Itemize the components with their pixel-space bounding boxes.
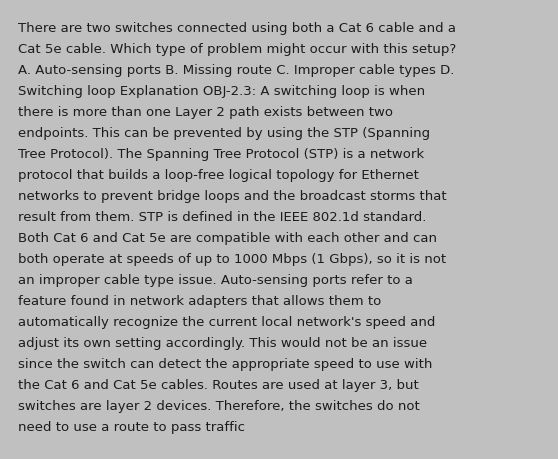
Text: A. Auto-sensing ports B. Missing route C. Improper cable types D.: A. Auto-sensing ports B. Missing route C… — [18, 64, 454, 77]
Text: switches are layer 2 devices. Therefore, the switches do not: switches are layer 2 devices. Therefore,… — [18, 399, 420, 412]
Text: There are two switches connected using both a Cat 6 cable and a: There are two switches connected using b… — [18, 22, 456, 35]
Text: Tree Protocol). The Spanning Tree Protocol (STP) is a network: Tree Protocol). The Spanning Tree Protoc… — [18, 148, 424, 161]
Text: adjust its own setting accordingly. This would not be an issue: adjust its own setting accordingly. This… — [18, 336, 427, 349]
Text: Switching loop Explanation OBJ-2.3: A switching loop is when: Switching loop Explanation OBJ-2.3: A sw… — [18, 85, 425, 98]
Text: networks to prevent bridge loops and the broadcast storms that: networks to prevent bridge loops and the… — [18, 190, 446, 202]
Text: the Cat 6 and Cat 5e cables. Routes are used at layer 3, but: the Cat 6 and Cat 5e cables. Routes are … — [18, 378, 418, 391]
Text: Both Cat 6 and Cat 5e are compatible with each other and can: Both Cat 6 and Cat 5e are compatible wit… — [18, 231, 437, 245]
Text: result from them. STP is defined in the IEEE 802.1d standard.: result from them. STP is defined in the … — [18, 211, 426, 224]
Text: Cat 5e cable. Which type of problem might occur with this setup?: Cat 5e cable. Which type of problem migh… — [18, 43, 456, 56]
Text: protocol that builds a loop-free logical topology for Ethernet: protocol that builds a loop-free logical… — [18, 168, 419, 182]
Text: there is more than one Layer 2 path exists between two: there is more than one Layer 2 path exis… — [18, 106, 393, 119]
Text: feature found in network adapters that allows them to: feature found in network adapters that a… — [18, 294, 381, 308]
Text: automatically recognize the current local network's speed and: automatically recognize the current loca… — [18, 315, 435, 328]
Text: endpoints. This can be prevented by using the STP (Spanning: endpoints. This can be prevented by usin… — [18, 127, 430, 140]
Text: since the switch can detect the appropriate speed to use with: since the switch can detect the appropri… — [18, 357, 432, 370]
Text: both operate at speeds of up to 1000 Mbps (1 Gbps), so it is not: both operate at speeds of up to 1000 Mbp… — [18, 252, 446, 265]
Text: need to use a route to pass traffic: need to use a route to pass traffic — [18, 420, 245, 433]
Text: an improper cable type issue. Auto-sensing ports refer to a: an improper cable type issue. Auto-sensi… — [18, 274, 413, 286]
